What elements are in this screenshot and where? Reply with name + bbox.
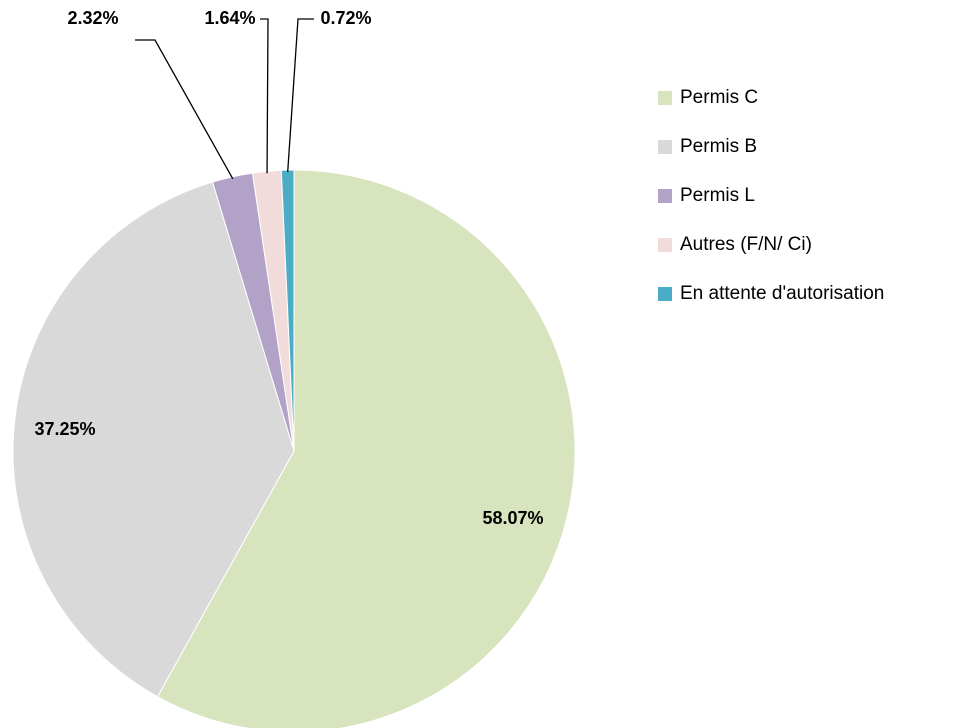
leader-line xyxy=(135,39,234,180)
pie-slice xyxy=(156,169,576,728)
pie-slice xyxy=(12,181,295,698)
data-label: 1.64% xyxy=(204,8,255,28)
legend-swatch xyxy=(658,91,672,105)
legend-label: Autres (F/N/ Ci) xyxy=(680,234,812,255)
leader-line xyxy=(260,18,269,174)
data-label: 2.32% xyxy=(67,8,118,28)
data-label: 37.25% xyxy=(34,419,95,439)
data-label: 58.07% xyxy=(482,508,543,528)
legend-label: Permis B xyxy=(680,136,757,157)
legend-label: Permis L xyxy=(680,185,755,206)
legend-swatch xyxy=(658,238,672,252)
leader-line xyxy=(287,18,314,173)
legend-label: Permis C xyxy=(680,87,758,108)
legend-swatch xyxy=(658,287,672,301)
legend-swatch xyxy=(658,189,672,203)
data-label: 0.72% xyxy=(320,8,371,28)
legend-label: En attente d'autorisation xyxy=(680,283,884,304)
legend-swatch xyxy=(658,140,672,154)
